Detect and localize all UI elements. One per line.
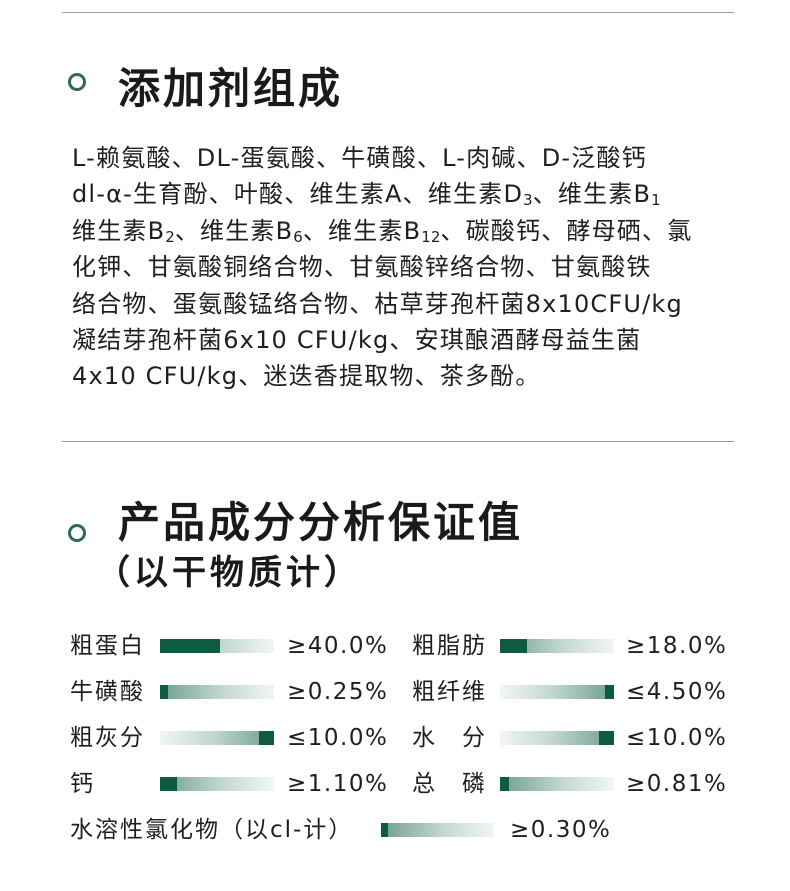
nutrient-level-bar — [381, 823, 494, 837]
nutrient-value: ≤10.0% — [287, 725, 389, 751]
nutrient-row: 粗灰分 ≤10.0% — [0, 723, 790, 753]
nutrient-value: ≤4.50% — [626, 679, 728, 705]
nutrient-value: ≥1.10% — [287, 771, 389, 797]
ingredient-line: 维生素B2、维生素B6、维生素B12、碳酸钙、酵母硒、氯 — [72, 213, 737, 249]
ingredient-subscript: 2 — [165, 227, 175, 246]
ingredient-subscript: 1 — [651, 191, 661, 210]
circle-bullet-icon — [68, 524, 86, 542]
nutrient-level-bar — [500, 639, 614, 653]
ingredient-text: 、维生素B — [302, 216, 422, 245]
nutrient-level-fill — [599, 731, 614, 745]
ingredient-text: 维生素B — [72, 216, 166, 245]
nutrient-level-fill — [160, 639, 220, 653]
additives-title: 添加剂组成 — [118, 64, 344, 113]
nutrient-value: ≤10.0% — [626, 725, 728, 751]
nutrient-row: 钙 ≥1.10% — [0, 769, 790, 799]
nutrient-value: ≥0.25% — [287, 679, 389, 705]
ingredient-subscript: 6 — [293, 227, 303, 246]
nutrient-row: 水 分 ≤10.0% — [0, 723, 790, 753]
ingredient-text: 4x10 CFU/kg、迷迭香提取物、茶多酚。 — [72, 362, 541, 391]
ingredient-text: 化钾、甘氨酸铜络合物、甘氨酸锌络合物、甘氨酸铁 — [72, 253, 652, 282]
nutrient-label: 粗蛋白 — [70, 633, 145, 659]
ingredient-text: L-赖氨酸、DL-蛋氨酸、牛磺酸、L-肉碱、D-泛酸钙 — [72, 144, 647, 172]
ingredients-list: L-赖氨酸、DL-蛋氨酸、牛磺酸、L-肉碱、D-泛酸钙 dl-α-生育酚、叶酸、维… — [72, 140, 737, 395]
nutrient-label: 总 磷 — [412, 771, 487, 797]
nutrient-label: 粗脂肪 — [412, 633, 487, 659]
nutrient-value: ≥0.81% — [626, 771, 728, 797]
ingredient-text: 、碳酸钙、酵母硒、氯 — [440, 216, 693, 245]
section-divider — [62, 441, 734, 442]
ingredient-text: 凝结芽孢杆菌6x10 CFU/kg、安琪酿酒酵母益生菌 — [72, 325, 642, 354]
nutrient-value: ≥40.0% — [287, 633, 389, 659]
nutrient-row: 粗脂肪 ≥18.0% — [0, 631, 790, 661]
nutrient-level-bar — [500, 685, 614, 699]
nutrient-label: 钙 — [70, 771, 95, 797]
ingredient-line: 化钾、甘氨酸铜络合物、甘氨酸锌络合物、甘氨酸铁 — [72, 249, 737, 285]
nutrient-row: 粗纤维 ≤4.50% — [0, 677, 790, 707]
nutrient-level-fill — [160, 685, 168, 699]
ingredient-line: dl-α-生育酚、叶酸、维生素A、维生素D3、维生素B1 — [72, 176, 737, 212]
nutrient-level-bar — [160, 777, 274, 791]
ingredient-line: L-赖氨酸、DL-蛋氨酸、牛磺酸、L-肉碱、D-泛酸钙 — [72, 140, 737, 176]
nutrient-label: 水 分 — [412, 725, 487, 751]
nutrient-label: 牛磺酸 — [70, 679, 145, 705]
nutrient-label: 水溶性氯化物（以cl-计） — [70, 817, 354, 843]
nutrient-level-fill — [160, 777, 177, 791]
nutrient-value: ≥0.30% — [510, 817, 612, 843]
nutrient-value: ≥18.0% — [626, 633, 728, 659]
ingredient-line: 凝结芽孢杆菌6x10 CFU/kg、安琪酿酒酵母益生菌 — [72, 322, 737, 358]
circle-bullet-icon — [68, 73, 86, 91]
nutrient-row: 粗蛋白 ≥40.0% — [0, 631, 790, 661]
ingredient-text: 、维生素B — [174, 216, 294, 245]
ingredient-text: dl-α-生育酚、叶酸、维生素A、维生素D — [72, 180, 524, 209]
nutrient-row: 总 磷 ≥0.81% — [0, 769, 790, 799]
ingredient-text: 、维生素B — [532, 180, 652, 209]
ingredient-line: 4x10 CFU/kg、迷迭香提取物、茶多酚。 — [72, 358, 737, 394]
analysis-subtitle: （以干物质计） — [96, 553, 362, 593]
nutrient-level-fill — [605, 685, 614, 699]
nutrient-level-bar — [500, 777, 614, 791]
ingredient-line: 络合物、蛋氨酸锰络合物、枯草芽孢杆菌8x10CFU/kg — [72, 286, 737, 322]
nutrient-row: 牛磺酸 ≥0.25% — [0, 677, 790, 707]
nutrient-level-fill — [500, 639, 527, 653]
analysis-title: 产品成分分析保证值 — [118, 498, 524, 547]
nutrient-label: 粗纤维 — [412, 679, 487, 705]
nutrient-row: 水溶性氯化物（以cl-计） ≥0.30% — [0, 815, 790, 845]
nutrient-level-bar — [160, 731, 274, 745]
nutrient-level-bar — [160, 639, 274, 653]
nutrient-label: 粗灰分 — [70, 725, 145, 751]
nutrient-level-bar — [160, 685, 274, 699]
ingredient-text: 络合物、蛋氨酸锰络合物、枯草芽孢杆菌8x10CFU/kg — [72, 289, 683, 318]
ingredient-subscript: 12 — [421, 227, 441, 246]
top-divider — [62, 12, 734, 13]
nutrient-level-bar — [500, 731, 614, 745]
nutrient-level-fill — [381, 823, 388, 837]
nutrient-level-fill — [500, 777, 509, 791]
ingredient-subscript: 3 — [523, 191, 533, 210]
nutrient-level-fill — [259, 731, 274, 745]
